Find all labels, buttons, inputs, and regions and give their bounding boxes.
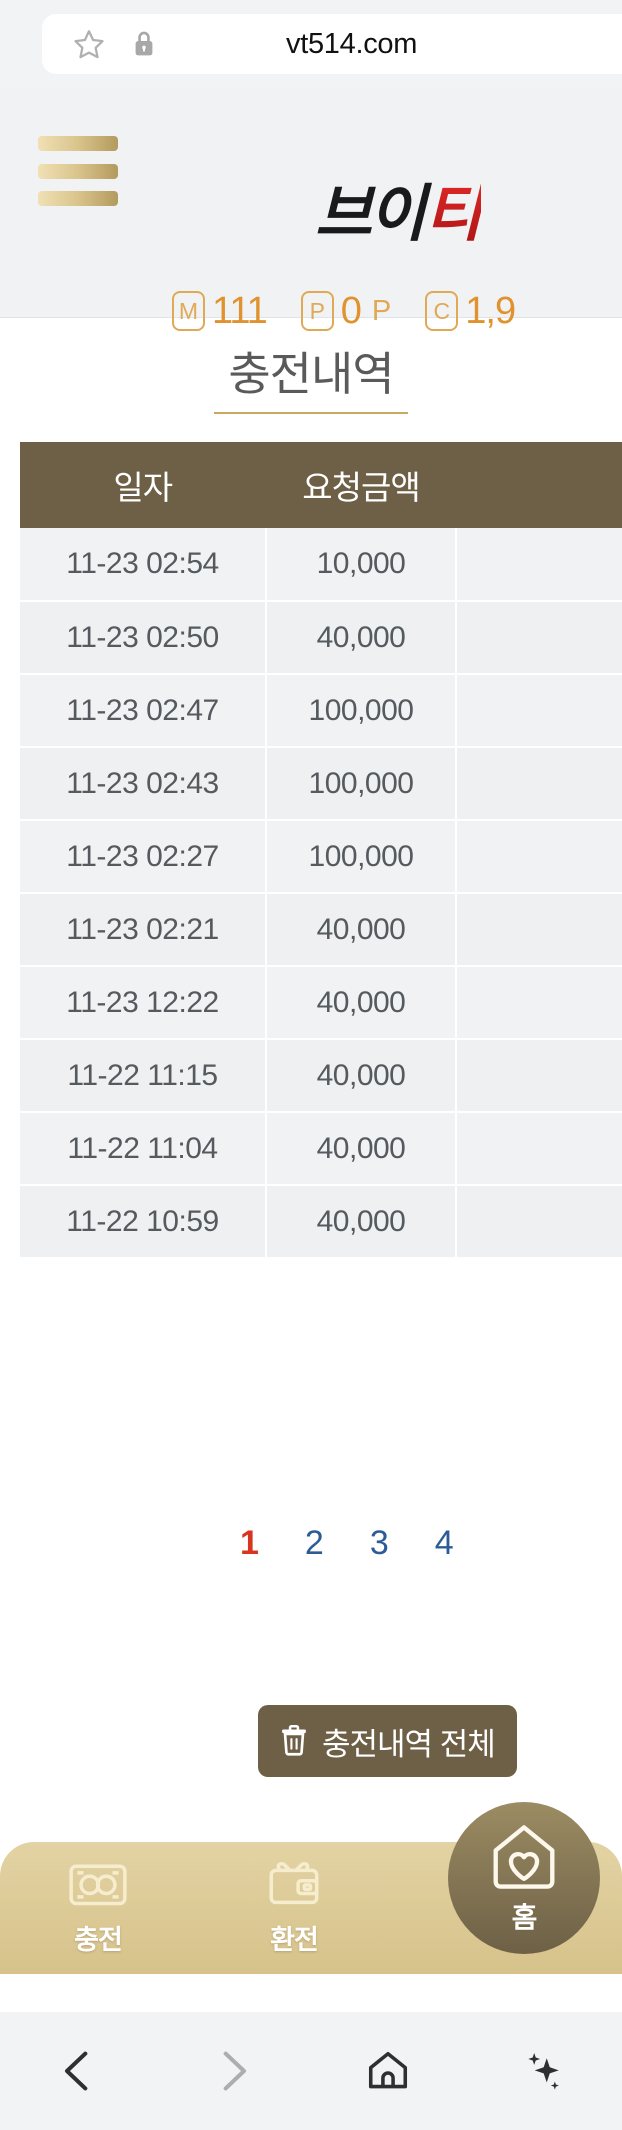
cell-status [456, 674, 622, 748]
balance-item-coupon[interactable]: C 1,9 [425, 289, 516, 333]
page-title: 충전내역 [214, 332, 408, 414]
browser-nav-bar [0, 2012, 622, 2130]
tab-exchange-label: 환전 [270, 1925, 319, 1955]
table-row[interactable]: 11-23 02:50 40,000 [20, 601, 622, 675]
money-chip-icon: M [172, 291, 205, 331]
table-body: 11-23 02:54 10,000 11-23 02:50 40,000 11-23 … [20, 528, 622, 1259]
cell-status [456, 1185, 622, 1259]
star-icon[interactable] [72, 27, 106, 61]
cell-status [456, 1039, 622, 1113]
cell-amount: 40,000 [266, 1112, 457, 1186]
table-row[interactable]: 11-22 10:59 40,000 [20, 1185, 622, 1259]
table-row[interactable]: 11-23 12:22 40,000 [20, 966, 622, 1040]
cell-date: 11-23 12:22 [20, 966, 267, 1040]
url-text: vt514.com [286, 27, 418, 60]
browser-forward-button [155, 2012, 310, 2130]
pagination-page-3[interactable]: 3 [369, 1524, 389, 1562]
tab-exchange[interactable]: 환전 [196, 1842, 392, 1957]
balance-value-coupon: 1,9 [465, 289, 516, 332]
cell-status [456, 528, 622, 602]
cell-amount: 40,000 [266, 1039, 457, 1113]
home-heart-icon [487, 1820, 561, 1894]
logo-text-red: 티 [425, 180, 482, 249]
browser-home-button[interactable] [310, 2012, 465, 2130]
table-row[interactable]: 11-23 02:54 10,000 [20, 528, 622, 602]
browser-back-button[interactable] [0, 2012, 155, 2130]
cell-status [456, 820, 622, 894]
browser-url-bar: vt514.com [0, 0, 622, 88]
pagination-page-2[interactable]: 2 [304, 1524, 324, 1562]
table-row[interactable]: 11-23 02:43 100,000 [20, 747, 622, 821]
balance-bar: M 111 P 0 P C 1,9 [0, 288, 622, 334]
table-row[interactable]: 11-22 11:15 40,000 [20, 1039, 622, 1113]
site-header: 브이티 [0, 88, 622, 318]
cell-amount: 10,000 [266, 528, 457, 602]
bottom-tab-bar: 충전 환전 홈 [0, 1802, 622, 1974]
tab-home-label: 홈 [511, 1902, 538, 1933]
cell-amount: 100,000 [266, 674, 457, 748]
cell-date: 11-22 11:04 [20, 1112, 267, 1186]
table-head: 일자 요청금액 [20, 442, 622, 528]
table-row[interactable]: 11-23 02:21 40,000 [20, 893, 622, 967]
wallet-exchange-icon [263, 1858, 325, 1914]
url-bar-pill[interactable]: vt514.com [42, 14, 622, 74]
cell-date: 11-23 02:50 [20, 601, 267, 675]
cell-date: 11-23 02:47 [20, 674, 267, 748]
cell-amount: 40,000 [266, 893, 457, 967]
cell-amount: 40,000 [266, 601, 457, 675]
column-header-amount: 요청금액 [266, 442, 457, 528]
balance-item-money[interactable]: M 111 [172, 289, 268, 333]
cell-status [456, 747, 622, 821]
cell-amount: 100,000 [266, 747, 457, 821]
table-row[interactable]: 11-23 02:27 100,000 [20, 820, 622, 894]
pagination-page-1[interactable]: 1 [240, 1524, 259, 1562]
cell-date: 11-22 10:59 [20, 1185, 267, 1259]
column-header-date: 일자 [20, 442, 267, 528]
pagination-page-4[interactable]: 4 [434, 1524, 454, 1562]
cell-date: 11-23 02:21 [20, 893, 267, 967]
column-header-status [456, 442, 622, 528]
cell-date: 11-23 02:54 [20, 528, 267, 602]
cell-date: 11-23 02:43 [20, 747, 267, 821]
table-row[interactable]: 11-23 02:47 100,000 [20, 674, 622, 748]
table-row[interactable]: 11-22 11:04 40,000 [20, 1112, 622, 1186]
charge-history-table-container: 일자 요청금액 11-23 02:54 10,000 11-23 02:50 40,0… [20, 442, 622, 1259]
pagination: 1 2 3 4 [0, 1524, 622, 1563]
tab-home-fab[interactable]: 홈 [448, 1802, 600, 1954]
cell-status [456, 601, 622, 675]
point-chip-icon: P [300, 291, 334, 331]
balance-item-point[interactable]: P 0 P [300, 289, 392, 333]
hamburger-menu-icon[interactable] [38, 136, 118, 206]
delete-all-history-label: 충전내역 전체 [322, 1726, 496, 1762]
cell-amount: 40,000 [266, 1185, 457, 1259]
table-header-row: 일자 요청금액 [20, 442, 622, 528]
page-title-container: 충전내역 [0, 332, 622, 414]
cell-status [456, 1112, 622, 1186]
cell-amount: 40,000 [266, 966, 457, 1040]
cell-amount: 100,000 [266, 820, 457, 894]
site-logo[interactable]: 브이티 [315, 184, 482, 246]
cell-date: 11-23 02:27 [20, 820, 267, 894]
charge-icon [67, 1858, 129, 1914]
balance-value-point: 0 [340, 289, 362, 332]
delete-all-history-button[interactable]: 충전내역 전체 [258, 1705, 517, 1777]
lock-icon [132, 29, 156, 59]
trash-icon [280, 1725, 308, 1757]
coupon-chip-icon: C [425, 291, 459, 331]
tab-charge-label: 충전 [74, 1925, 123, 1955]
tab-charge[interactable]: 충전 [0, 1842, 196, 1957]
cell-status [456, 966, 622, 1040]
balance-value-money: 111 [212, 289, 268, 332]
cell-status [456, 893, 622, 967]
charge-history-table: 일자 요청금액 11-23 02:54 10,000 11-23 02:50 40,0… [20, 442, 622, 1259]
balance-unit-point: P [371, 294, 392, 327]
browser-ai-button[interactable] [465, 2012, 620, 2130]
cell-date: 11-22 11:15 [20, 1039, 267, 1113]
logo-text-black: 브이 [315, 180, 426, 249]
